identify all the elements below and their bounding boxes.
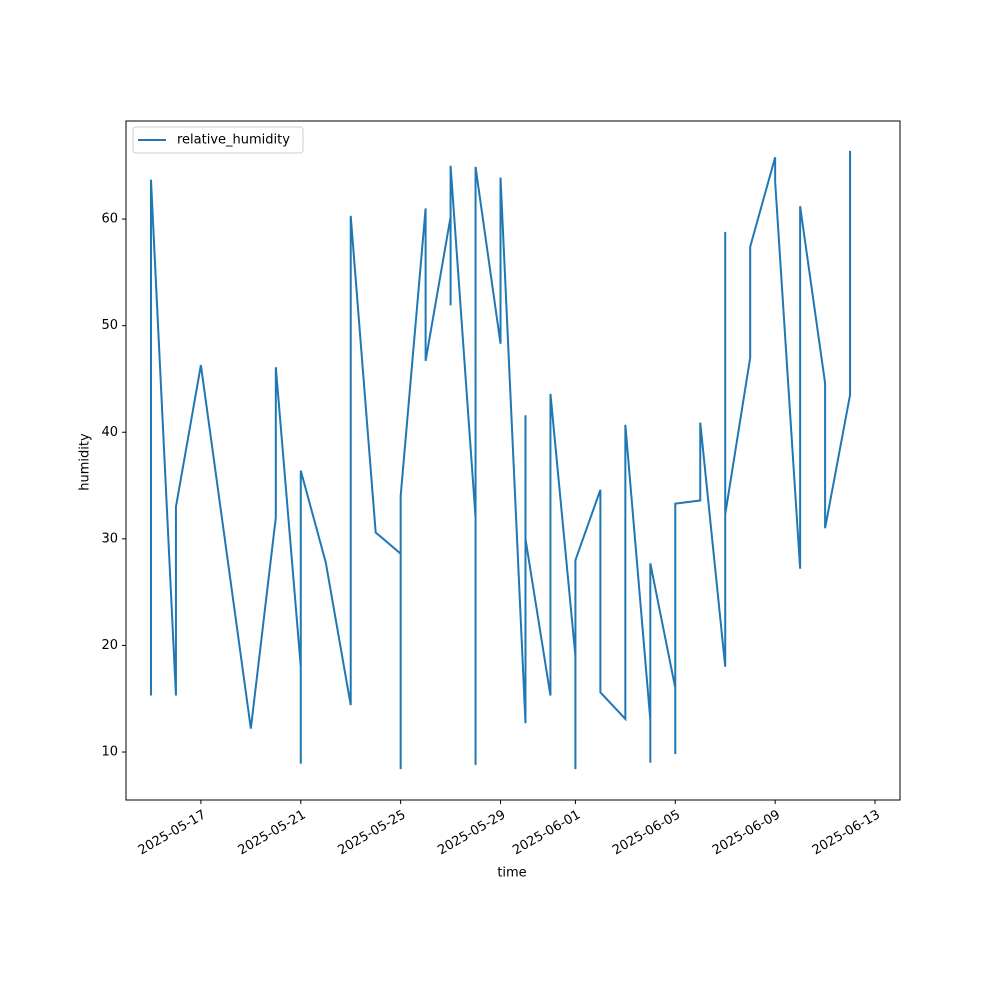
x-tick-label: 2025-05-29 bbox=[435, 808, 508, 859]
legend-box bbox=[132, 126, 304, 154]
x-tick-label: 2025-06-13 bbox=[810, 808, 883, 859]
y-tick-label: 10 bbox=[101, 745, 118, 760]
y-tick-label: 60 bbox=[101, 212, 118, 227]
legend-label: relative_humidity bbox=[177, 133, 290, 148]
y-axis-label: humidity bbox=[78, 433, 93, 491]
x-tick-label: 2025-06-05 bbox=[610, 808, 683, 859]
data-line bbox=[149, 150, 852, 770]
y-tick-label: 50 bbox=[101, 318, 118, 333]
x-tick-label: 2025-05-17 bbox=[136, 808, 209, 859]
x-tick-label: 2025-05-25 bbox=[335, 808, 408, 859]
y-tick-label: 20 bbox=[101, 638, 118, 653]
y-tick-label: 40 bbox=[101, 425, 118, 440]
plot-frame bbox=[125, 120, 901, 801]
x-tick-label: 2025-06-01 bbox=[510, 808, 583, 859]
x-tick-label: 2025-06-09 bbox=[710, 808, 783, 859]
y-tick-label: 30 bbox=[101, 531, 118, 546]
x-tick-label: 2025-05-21 bbox=[236, 808, 309, 859]
x-axis-label: time bbox=[497, 866, 526, 881]
